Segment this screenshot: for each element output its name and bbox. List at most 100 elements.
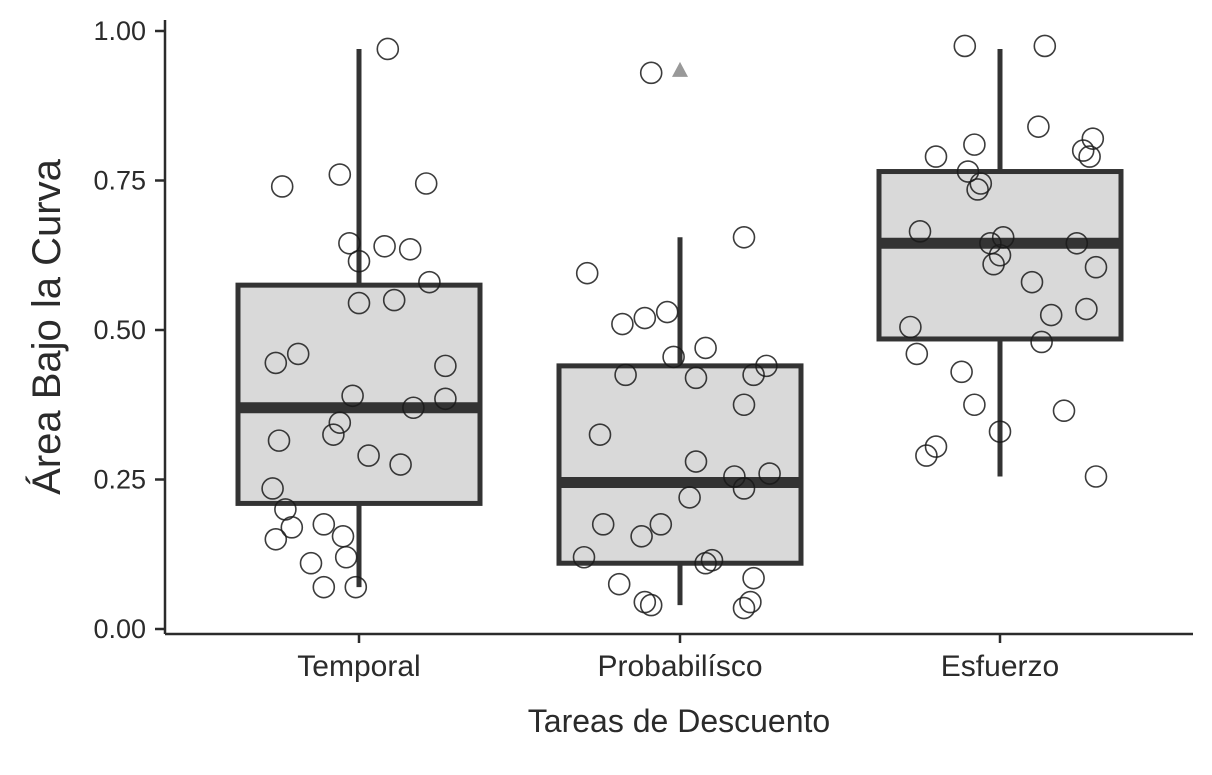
data-point <box>1065 231 1089 255</box>
x-ticks-layer: Temporal Probabilísco Esfuerzo <box>297 634 1059 683</box>
data-point <box>373 234 396 258</box>
data-point <box>905 342 929 366</box>
data-point <box>414 172 438 195</box>
box-temporal <box>235 48 483 588</box>
data-point <box>969 172 993 195</box>
data-point <box>357 444 380 467</box>
data-point <box>991 226 1015 249</box>
data-point <box>299 551 323 575</box>
data-point <box>649 513 673 536</box>
data-point <box>908 220 932 243</box>
data-point <box>732 477 756 500</box>
data-point <box>322 423 345 446</box>
data-point <box>963 133 986 156</box>
data-point <box>280 516 304 539</box>
data-point <box>1033 34 1057 58</box>
data-point <box>389 453 412 476</box>
data-point <box>732 393 756 417</box>
iqr-box <box>235 282 483 506</box>
data-point <box>261 477 284 500</box>
data-point <box>376 37 400 61</box>
data-point <box>662 345 685 369</box>
data-point <box>591 513 615 536</box>
data-point <box>1075 297 1098 321</box>
data-point <box>328 163 352 186</box>
y-ticks-layer: 0.00 0.25 0.50 0.75 1.00 <box>93 16 165 644</box>
data-point <box>588 423 612 446</box>
data-point <box>755 354 778 378</box>
data-point <box>344 575 368 599</box>
data-point <box>607 572 631 596</box>
data-point <box>639 61 663 85</box>
y-tick-label: 0.75 <box>93 166 146 196</box>
data-point <box>347 291 371 315</box>
data-point <box>953 34 977 58</box>
x-tick-label: Temporal <box>297 650 420 683</box>
data-point <box>264 527 288 551</box>
data-point <box>270 175 294 198</box>
data-point <box>655 300 679 324</box>
data-point <box>684 450 708 473</box>
mean-marker <box>672 61 688 77</box>
data-point <box>742 566 765 590</box>
data-point <box>572 545 596 569</box>
data-point <box>1081 127 1105 150</box>
data-point <box>1020 270 1044 294</box>
data-point <box>630 525 653 548</box>
data-point <box>434 354 457 378</box>
y-tick-label: 0.25 <box>93 465 146 495</box>
y-axis-title: Área Bajo la Curva <box>24 158 69 494</box>
data-point <box>678 486 701 509</box>
data-point <box>398 237 422 261</box>
data-point <box>614 363 637 387</box>
data-point <box>956 160 980 183</box>
y-tick-label: 0.50 <box>93 315 146 345</box>
data-point <box>1027 115 1050 138</box>
box-esfuerzo <box>876 48 1124 477</box>
data-point <box>732 596 756 620</box>
data-point <box>684 366 708 390</box>
data-point <box>1084 465 1108 488</box>
data-point <box>758 462 781 485</box>
data-point <box>966 178 989 201</box>
x-tick-label: Esfuerzo <box>941 650 1059 683</box>
data-point <box>347 249 371 273</box>
data-point <box>312 513 336 536</box>
data-point <box>331 525 355 548</box>
data-point <box>1039 303 1063 327</box>
data-point <box>611 312 634 336</box>
data-point <box>950 360 973 384</box>
points-layer <box>261 34 1108 620</box>
x-axis-title: Tareas de Descuento <box>528 703 830 739</box>
data-point <box>899 315 922 339</box>
data-point <box>402 396 425 420</box>
data-point <box>334 545 358 569</box>
data-point <box>1084 255 1108 279</box>
data-point <box>963 393 986 417</box>
data-point <box>1052 399 1076 423</box>
data-point <box>341 384 364 408</box>
y-tick-label: 1.00 <box>93 16 146 46</box>
data-point <box>575 261 599 285</box>
data-point <box>418 270 441 294</box>
y-tick-label: 0.00 <box>93 614 146 644</box>
data-point <box>1030 330 1053 354</box>
data-point <box>312 575 336 599</box>
data-point <box>267 429 291 452</box>
box-probabilísco <box>556 237 804 606</box>
data-point <box>639 593 663 617</box>
data-point <box>742 363 765 387</box>
data-point <box>1078 145 1101 168</box>
data-point <box>924 145 948 168</box>
data-point <box>328 411 352 434</box>
data-point <box>633 306 657 330</box>
data-point <box>723 465 746 488</box>
data-point <box>982 252 1005 276</box>
data-point <box>434 387 457 411</box>
data-point <box>264 351 288 375</box>
x-tick-label: Probabilísco <box>597 650 762 683</box>
data-point <box>694 336 717 360</box>
data-point <box>915 444 938 467</box>
data-point <box>1071 139 1095 162</box>
